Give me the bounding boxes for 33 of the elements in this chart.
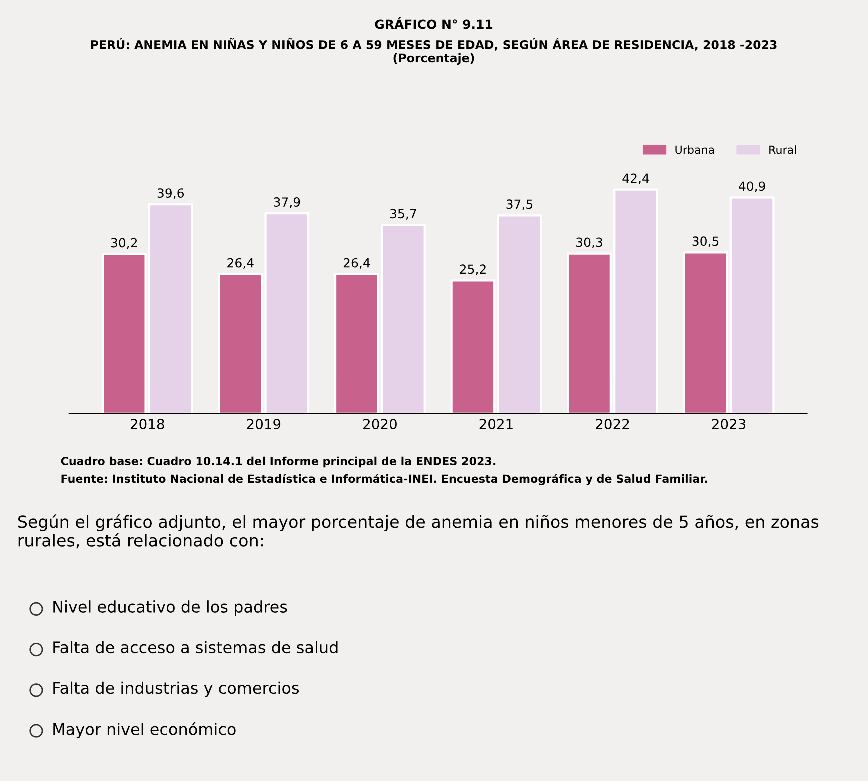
data-label: 30,3 [576, 238, 602, 248]
data-label: 39,6 [158, 188, 184, 200]
bar [450, 280, 496, 414]
source-note: Fuente: Instituto Nacional de Estadística e Informática-INEI. Encuesta Demográfica y de Salud Familiar. [62, 474, 708, 486]
text: Nivel educativo de los padres [54, 600, 288, 616]
text: Según el gráfico adjunto, el mayor porcentaje de anemia en niños menores de 5 años, en zonas rurales, está relacionado con: [18, 514, 819, 549]
text: Falta de acceso a sistemas de salud [54, 641, 338, 654]
bar [497, 214, 542, 414]
data-label: 37,9 [274, 198, 300, 208]
data-label: 30,2 [111, 238, 138, 249]
data-label: 25,2 [460, 264, 486, 276]
x-tick-label: 2021 [480, 419, 513, 430]
bar [683, 252, 728, 414]
data-label: 35,7 [390, 209, 416, 220]
bar [730, 196, 775, 414]
x-tick-label: 2020 [364, 419, 397, 430]
text: Mayor nivel económico [54, 722, 236, 739]
legend-label: Rural [770, 146, 796, 154]
text: Cuadro base: Cuadro 10.14.1 del Informe principal de la ENDES 2023. [61, 456, 496, 468]
data-label: 30,5 [692, 236, 719, 248]
data-label: 42,4 [622, 174, 650, 185]
data-label: 37,5 [506, 200, 533, 210]
chart-title: GRÁFICO N° 9.11 [375, 17, 493, 30]
text: Falta de industrias y comercios [54, 682, 300, 698]
data-label: 26,4 [228, 258, 254, 270]
x-tick-label: 2018 [130, 419, 164, 430]
chart-subtitle: PERÚ: ANEMIA EN NIÑAS Y NIÑOS DE 6 A 59 MESES DE EDAD, SEGÚN ÁREA DE RESIDENCIA, 2018 -2023 (Porcentaje) [91, 38, 777, 65]
x-tick-label: 2022 [596, 419, 630, 430]
x-tick-label: 2023 [712, 419, 746, 430]
x-tick-label: 2019 [247, 419, 281, 430]
data-label: 40,9 [739, 182, 766, 192]
data-label: 26,4 [344, 258, 370, 270]
legend-label: Urbana [676, 146, 714, 154]
